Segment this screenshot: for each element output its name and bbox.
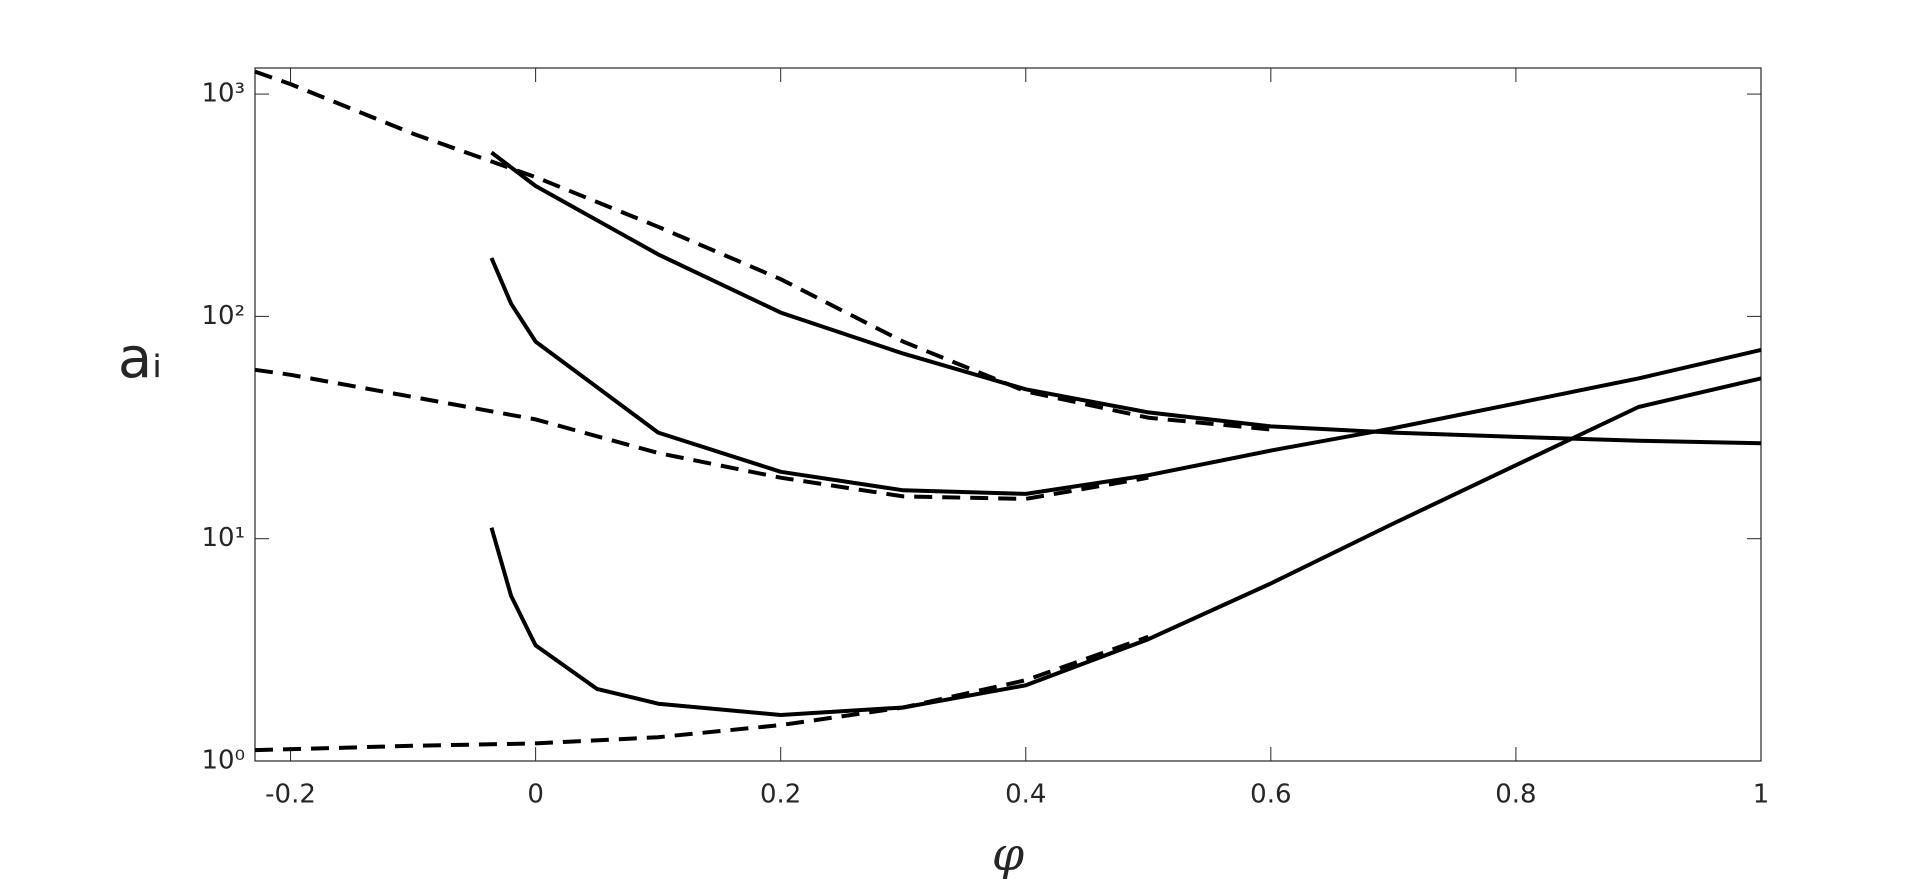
x-tick-label: 0.8	[1495, 780, 1536, 810]
series-line	[254, 634, 1149, 753]
plot-frame	[254, 67, 1762, 762]
x-tick-label: -0.2	[265, 780, 316, 810]
series-line	[254, 69, 1271, 432]
y-axis-label: aᵢ	[118, 326, 162, 391]
y-tick-label: 10³	[201, 79, 245, 109]
series-line	[489, 257, 1762, 496]
x-tick-label: 0.6	[1250, 780, 1291, 810]
y-tick-label: 10⁰	[201, 746, 245, 776]
y-tick-label: 10²	[201, 301, 245, 331]
x-tick-label: 0.2	[760, 780, 801, 810]
series-line	[254, 367, 1149, 501]
x-tick-label: 0	[527, 780, 544, 810]
series-line	[490, 150, 1762, 446]
y-tick-label: 10¹	[201, 523, 245, 553]
x-tick-label: 1	[1753, 780, 1770, 810]
series-line	[489, 376, 1762, 717]
x-tick-label: 0.4	[1005, 780, 1046, 810]
x-axis-label: φ	[992, 827, 1025, 879]
